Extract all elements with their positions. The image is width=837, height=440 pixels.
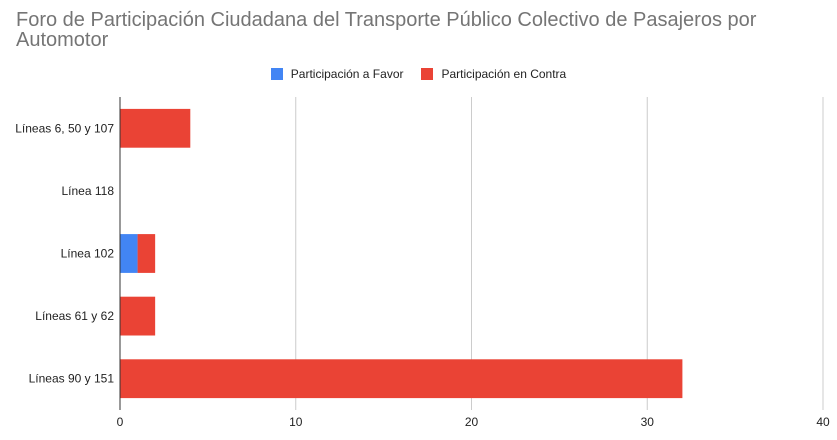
y-tick-label-0: Líneas 6, 50 y 107 [15, 121, 114, 135]
y-tick-label-4: Líneas 90 y 151 [29, 372, 115, 386]
x-tick-label-0: 0 [117, 415, 124, 429]
legend-label-favor: Participación a Favor [290, 67, 404, 81]
legend-swatch-contra [421, 68, 434, 80]
legend-label-contra: Participación en Contra [441, 67, 567, 81]
bar-contra-0 [120, 108, 191, 148]
legend-item-contra[interactable]: Participación en Contra [421, 67, 566, 81]
chart-title: Foro de Participación Ciudadana del Tran… [16, 9, 757, 51]
bar-contra-3 [120, 296, 156, 336]
x-tick-label-20: 20 [465, 415, 479, 429]
y-tick-label-1: Línea 118 [62, 184, 115, 198]
legend-item-favor[interactable]: Participación a Favor [270, 67, 404, 81]
chart-legend: Participación a Favor Participación en C… [0, 67, 837, 81]
x-tick-label-30: 30 [641, 415, 655, 429]
bar-contra-4 [120, 359, 683, 399]
x-tick-label-10: 10 [289, 415, 303, 429]
x-tick-label-40: 40 [816, 415, 830, 429]
bar-contra-2 [137, 234, 156, 273]
legend-swatch-favor [270, 68, 283, 80]
bar-favor-2 [120, 234, 138, 273]
y-tick-label-2: Línea 102 [61, 247, 115, 261]
y-tick-label-3: Líneas 61 y 62 [35, 309, 114, 323]
